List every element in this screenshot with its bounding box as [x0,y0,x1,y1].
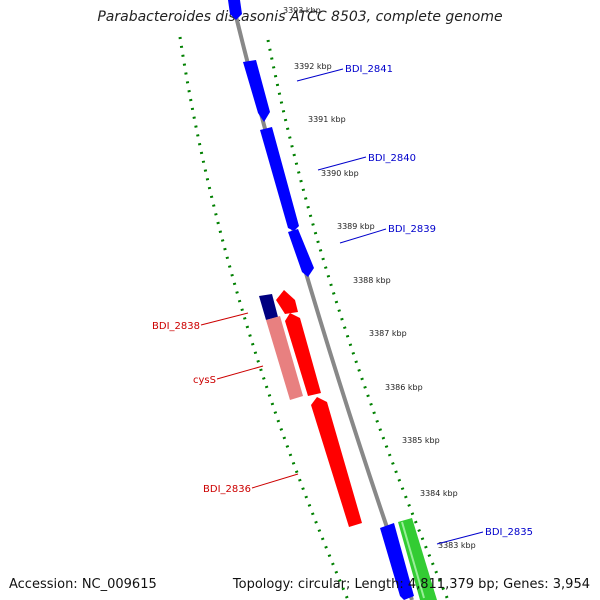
gene-label-bdi-2839[interactable]: BDI_2839 [388,224,436,235]
leader-line-bdi-2839 [339,228,387,244]
tick-label-3390: 3390 kbp [321,169,359,178]
gene-label-bdi-2835[interactable]: BDI_2835 [485,527,533,538]
gene-block-rna[interactable] [266,316,303,400]
gene-arrow-cys-small[interactable] [276,290,298,314]
tick-label-3393: 3393 kbp [283,6,321,15]
leader-line-bdi-2838 [200,312,249,326]
leader-line-cyss [216,365,264,380]
tick-label-3392: 3392 kbp [294,62,332,71]
gene-arrow-bdi-2841[interactable] [243,60,270,122]
leader-line-bdi-2835 [436,531,484,545]
tick-label-3383: 3383 kbp [438,541,476,550]
accession-text: Accession: NC_009615 [9,577,157,592]
tick-label-3386: 3386 kbp [385,383,423,392]
tick-label-3387: 3387 kbp [369,329,407,338]
gc-track-outer [266,39,450,600]
tick-label-3391: 3391 kbp [308,115,346,124]
tick-label-3389: 3389 kbp [337,222,375,231]
gene-label-bdi-2840[interactable]: BDI_2840 [368,153,416,164]
leader-line-bdi-2841 [296,68,344,82]
tick-label-3384: 3384 kbp [420,489,458,498]
gc-track-inner [178,36,350,600]
topology-summary: Topology: circular; Length: 4,811,379 bp… [232,577,590,592]
gene-label-cyss[interactable]: cysS [193,375,216,386]
gene-arrow-bdi-2839[interactable] [288,229,314,277]
tick-label-3388: 3388 kbp [353,276,391,285]
gene-arrow-top[interactable] [228,0,242,20]
gene-label-bdi-2836[interactable]: BDI_2836 [203,484,251,495]
feature-arrow-green-highlight [401,521,425,599]
leader-line-bdi-2840 [317,156,367,171]
gene-arrow-bdi-2840[interactable] [260,127,299,231]
gene-label-bdi-2841[interactable]: BDI_2841 [345,64,393,75]
tick-label-3385: 3385 kbp [402,436,440,445]
leader-line-bdi-2836 [251,473,299,489]
gene-block-bdi-2838[interactable] [259,294,278,320]
gene-arrow-cyss[interactable] [285,313,321,396]
gene-arrow-bdi-2836[interactable] [311,397,362,527]
gene-label-bdi-2838[interactable]: BDI_2838 [152,321,200,332]
map-title: Parabacteroides distasonis ATCC 8503, co… [97,9,503,25]
gene-arrow-bdi-2835[interactable] [380,523,414,600]
